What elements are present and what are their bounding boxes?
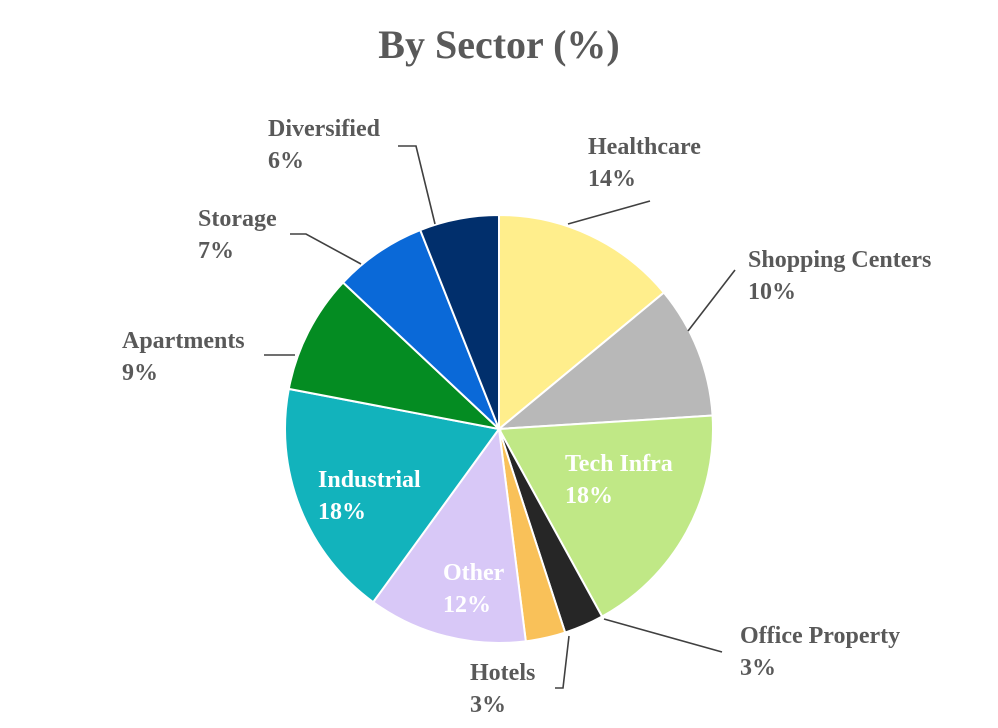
slice-diversified xyxy=(418,213,500,430)
slice-labels: Healthcare 14% Shopping Centers 10% Tech Inf… xyxy=(122,116,931,718)
slice-label-name: Diversified xyxy=(268,116,381,142)
slice-label-name: Healthcare xyxy=(588,134,701,160)
slice-label-industrial: Industrial 18% xyxy=(318,467,421,525)
slice-label-value: 6% xyxy=(268,148,304,174)
slice-label-value: 7% xyxy=(198,238,234,264)
slice-label-value: 18% xyxy=(318,499,366,525)
leader-line-shopping-centers xyxy=(687,269,736,332)
slice-label-value: 14% xyxy=(588,166,636,192)
slice-label-value: 9% xyxy=(122,360,158,386)
chart-title: By Sector (%) xyxy=(378,22,619,67)
leader-line-storage xyxy=(290,233,362,265)
slice-label-name: Shopping Centers xyxy=(748,247,931,273)
slice-label-name: Storage xyxy=(198,206,277,232)
slice-healthcare xyxy=(498,213,666,432)
leader-lines xyxy=(264,145,736,689)
leader-line-office-property xyxy=(603,618,723,653)
slice-label-name: Industrial xyxy=(318,467,421,493)
slice-industrial xyxy=(284,387,501,604)
slice-label-value: 10% xyxy=(748,279,796,305)
slice-other xyxy=(371,426,527,644)
slice-label-shopping-centers: Shopping Centers 10% xyxy=(748,247,931,305)
slice-label-name: Hotels xyxy=(470,660,535,686)
slice-label-hotels: Hotels 3% xyxy=(470,660,535,718)
slice-label-value: 3% xyxy=(470,692,506,718)
slice-label-tech-infra: Tech Infra 18% xyxy=(565,451,673,509)
slice-label-name: Office Property xyxy=(740,623,900,649)
leader-line-hotels xyxy=(555,635,570,689)
slice-label-value: 3% xyxy=(740,655,776,681)
slice-label-diversified: Diversified 6% xyxy=(268,116,381,174)
slice-label-value: 18% xyxy=(565,483,613,509)
slice-label-apartments: Apartments 9% xyxy=(122,328,245,386)
slice-apartments xyxy=(287,281,503,431)
slice-label-name: Other xyxy=(443,560,505,586)
slice-label-healthcare: Healthcare 14% xyxy=(588,134,701,192)
leader-line-healthcare xyxy=(567,200,651,225)
slice-shopping-centers xyxy=(495,291,714,431)
pie-slices xyxy=(284,213,714,644)
slice-label-name: Tech Infra xyxy=(565,451,673,477)
slice-label-other: Other 12% xyxy=(443,560,505,618)
slice-label-office-property: Office Property 3% xyxy=(740,623,900,681)
slice-label-value: 12% xyxy=(443,592,491,618)
slice-label-storage: Storage 7% xyxy=(198,206,277,264)
leader-line-diversified xyxy=(398,145,436,225)
slice-label-name: Apartments xyxy=(122,328,245,354)
slice-tech-infra xyxy=(497,414,714,618)
